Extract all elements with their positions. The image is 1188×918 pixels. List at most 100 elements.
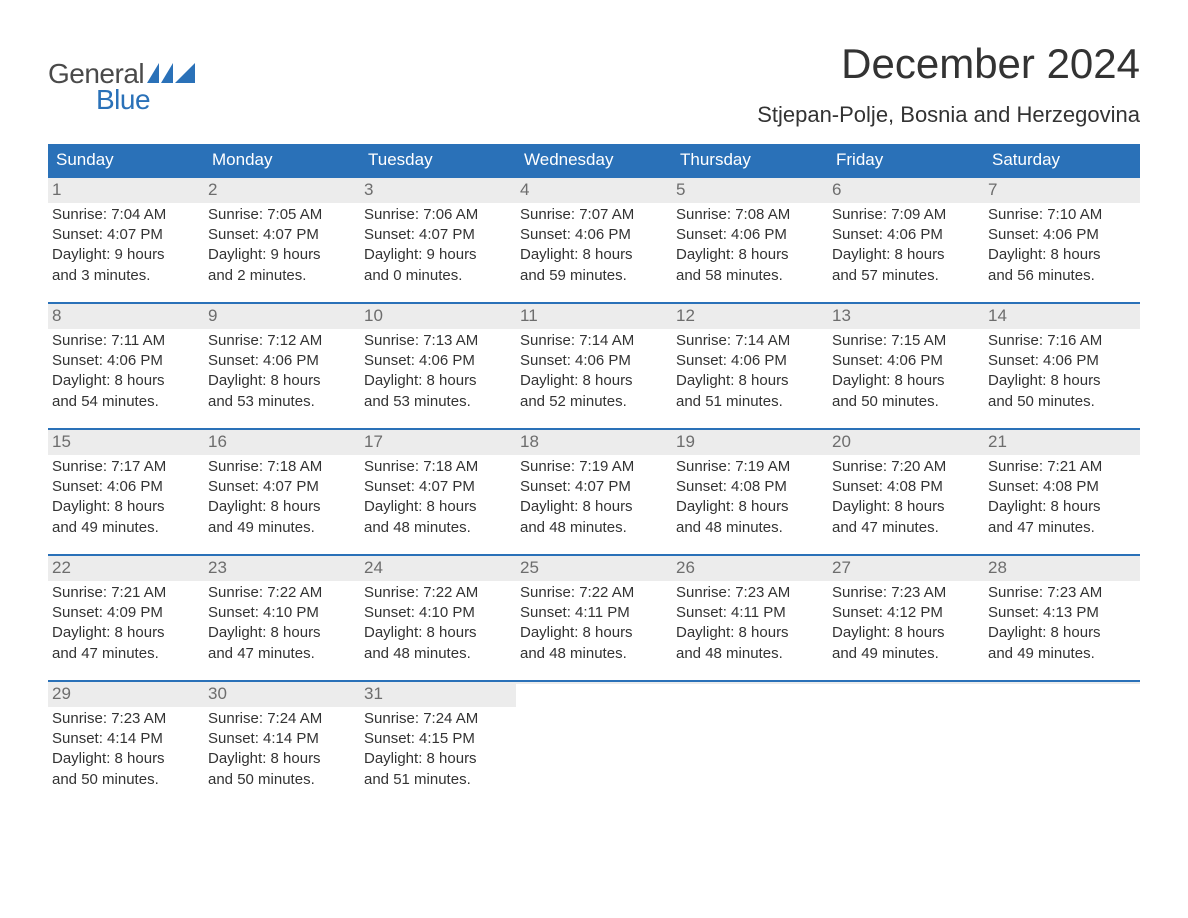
day-number: 22: [48, 556, 204, 581]
day-dl2: and 47 minutes.: [988, 518, 1134, 538]
dow-cell: Saturday: [984, 144, 1140, 176]
day-dl1: Daylight: 8 hours: [52, 497, 198, 517]
day-sunrise: Sunrise: 7:19 AM: [676, 457, 822, 477]
day-body: Sunrise: 7:05 AMSunset: 4:07 PMDaylight:…: [204, 203, 360, 288]
calendar-day: 21Sunrise: 7:21 AMSunset: 4:08 PMDayligh…: [984, 430, 1140, 540]
calendar-day: [672, 682, 828, 792]
day-dl1: Daylight: 8 hours: [520, 623, 666, 643]
calendar-day: 24Sunrise: 7:22 AMSunset: 4:10 PMDayligh…: [360, 556, 516, 666]
title-block: December 2024 Stjepan-Polje, Bosnia and …: [757, 40, 1140, 138]
day-dl2: and 50 minutes.: [832, 392, 978, 412]
day-dl2: and 3 minutes.: [52, 266, 198, 286]
day-dl2: and 50 minutes.: [52, 770, 198, 790]
page-subtitle: Stjepan-Polje, Bosnia and Herzegovina: [757, 102, 1140, 128]
day-dl2: and 49 minutes.: [988, 644, 1134, 664]
calendar-day: 29Sunrise: 7:23 AMSunset: 4:14 PMDayligh…: [48, 682, 204, 792]
day-body: Sunrise: 7:09 AMSunset: 4:06 PMDaylight:…: [828, 203, 984, 288]
day-dl1: Daylight: 9 hours: [364, 245, 510, 265]
day-sunrise: Sunrise: 7:12 AM: [208, 331, 354, 351]
day-sunset: Sunset: 4:07 PM: [208, 477, 354, 497]
day-sunrise: Sunrise: 7:14 AM: [676, 331, 822, 351]
day-sunset: Sunset: 4:06 PM: [208, 351, 354, 371]
day-body: Sunrise: 7:06 AMSunset: 4:07 PMDaylight:…: [360, 203, 516, 288]
day-sunset: Sunset: 4:07 PM: [364, 225, 510, 245]
dow-cell: Thursday: [672, 144, 828, 176]
calendar-day: [828, 682, 984, 792]
day-dl1: Daylight: 8 hours: [676, 497, 822, 517]
day-number: 7: [984, 178, 1140, 203]
calendar-day: 2Sunrise: 7:05 AMSunset: 4:07 PMDaylight…: [204, 178, 360, 288]
calendar-day: 12Sunrise: 7:14 AMSunset: 4:06 PMDayligh…: [672, 304, 828, 414]
day-dl2: and 58 minutes.: [676, 266, 822, 286]
day-number: 23: [204, 556, 360, 581]
calendar-day: 19Sunrise: 7:19 AMSunset: 4:08 PMDayligh…: [672, 430, 828, 540]
calendar-day: 9Sunrise: 7:12 AMSunset: 4:06 PMDaylight…: [204, 304, 360, 414]
calendar-day: 18Sunrise: 7:19 AMSunset: 4:07 PMDayligh…: [516, 430, 672, 540]
day-sunrise: Sunrise: 7:07 AM: [520, 205, 666, 225]
day-dl1: Daylight: 8 hours: [832, 371, 978, 391]
calendar-day: 20Sunrise: 7:20 AMSunset: 4:08 PMDayligh…: [828, 430, 984, 540]
day-body: Sunrise: 7:04 AMSunset: 4:07 PMDaylight:…: [48, 203, 204, 288]
day-sunrise: Sunrise: 7:05 AM: [208, 205, 354, 225]
day-sunset: Sunset: 4:06 PM: [520, 351, 666, 371]
day-number: 4: [516, 178, 672, 203]
day-sunrise: Sunrise: 7:10 AM: [988, 205, 1134, 225]
day-number: 17: [360, 430, 516, 455]
day-sunset: Sunset: 4:06 PM: [832, 351, 978, 371]
day-dl2: and 50 minutes.: [208, 770, 354, 790]
day-dl1: Daylight: 8 hours: [208, 749, 354, 769]
day-sunset: Sunset: 4:10 PM: [208, 603, 354, 623]
day-dl1: Daylight: 8 hours: [988, 371, 1134, 391]
day-sunset: Sunset: 4:07 PM: [52, 225, 198, 245]
day-dl2: and 47 minutes.: [832, 518, 978, 538]
day-number: 31: [360, 682, 516, 707]
dow-cell: Friday: [828, 144, 984, 176]
calendar-day: 16Sunrise: 7:18 AMSunset: 4:07 PMDayligh…: [204, 430, 360, 540]
day-sunset: Sunset: 4:08 PM: [988, 477, 1134, 497]
page-title: December 2024: [757, 40, 1140, 88]
calendar-week: 15Sunrise: 7:17 AMSunset: 4:06 PMDayligh…: [48, 428, 1140, 540]
day-sunset: Sunset: 4:06 PM: [988, 351, 1134, 371]
day-body: Sunrise: 7:23 AMSunset: 4:11 PMDaylight:…: [672, 581, 828, 666]
brand-flag-icon: [147, 63, 195, 83]
day-sunset: Sunset: 4:06 PM: [520, 225, 666, 245]
calendar: SundayMondayTuesdayWednesdayThursdayFrid…: [48, 144, 1140, 792]
calendar-day: 4Sunrise: 7:07 AMSunset: 4:06 PMDaylight…: [516, 178, 672, 288]
day-sunset: Sunset: 4:06 PM: [52, 477, 198, 497]
calendar-day: 11Sunrise: 7:14 AMSunset: 4:06 PMDayligh…: [516, 304, 672, 414]
dow-cell: Tuesday: [360, 144, 516, 176]
day-dl2: and 48 minutes.: [676, 644, 822, 664]
day-of-week-header: SundayMondayTuesdayWednesdayThursdayFrid…: [48, 144, 1140, 176]
calendar-day: 1Sunrise: 7:04 AMSunset: 4:07 PMDaylight…: [48, 178, 204, 288]
calendar-day: 10Sunrise: 7:13 AMSunset: 4:06 PMDayligh…: [360, 304, 516, 414]
calendar-day: 15Sunrise: 7:17 AMSunset: 4:06 PMDayligh…: [48, 430, 204, 540]
day-number: 9: [204, 304, 360, 329]
day-dl2: and 51 minutes.: [676, 392, 822, 412]
day-number: 24: [360, 556, 516, 581]
day-dl2: and 54 minutes.: [52, 392, 198, 412]
calendar-week: 29Sunrise: 7:23 AMSunset: 4:14 PMDayligh…: [48, 680, 1140, 792]
day-sunrise: Sunrise: 7:24 AM: [208, 709, 354, 729]
day-dl1: Daylight: 8 hours: [208, 371, 354, 391]
calendar-day: 22Sunrise: 7:21 AMSunset: 4:09 PMDayligh…: [48, 556, 204, 666]
day-dl2: and 0 minutes.: [364, 266, 510, 286]
day-sunrise: Sunrise: 7:14 AM: [520, 331, 666, 351]
day-sunset: Sunset: 4:06 PM: [676, 351, 822, 371]
day-dl1: Daylight: 8 hours: [520, 245, 666, 265]
day-dl2: and 48 minutes.: [520, 644, 666, 664]
day-sunset: Sunset: 4:06 PM: [988, 225, 1134, 245]
day-number: 27: [828, 556, 984, 581]
day-sunset: Sunset: 4:08 PM: [832, 477, 978, 497]
day-number: 30: [204, 682, 360, 707]
day-body: Sunrise: 7:17 AMSunset: 4:06 PMDaylight:…: [48, 455, 204, 540]
day-sunset: Sunset: 4:06 PM: [364, 351, 510, 371]
header: General Blue December 2024 Stjepan-Polje…: [48, 40, 1140, 138]
day-sunrise: Sunrise: 7:20 AM: [832, 457, 978, 477]
day-sunrise: Sunrise: 7:22 AM: [520, 583, 666, 603]
day-dl1: Daylight: 9 hours: [208, 245, 354, 265]
day-sunset: Sunset: 4:14 PM: [208, 729, 354, 749]
calendar-day: [516, 682, 672, 792]
day-body: Sunrise: 7:23 AMSunset: 4:12 PMDaylight:…: [828, 581, 984, 666]
day-sunrise: Sunrise: 7:09 AM: [832, 205, 978, 225]
day-sunset: Sunset: 4:13 PM: [988, 603, 1134, 623]
